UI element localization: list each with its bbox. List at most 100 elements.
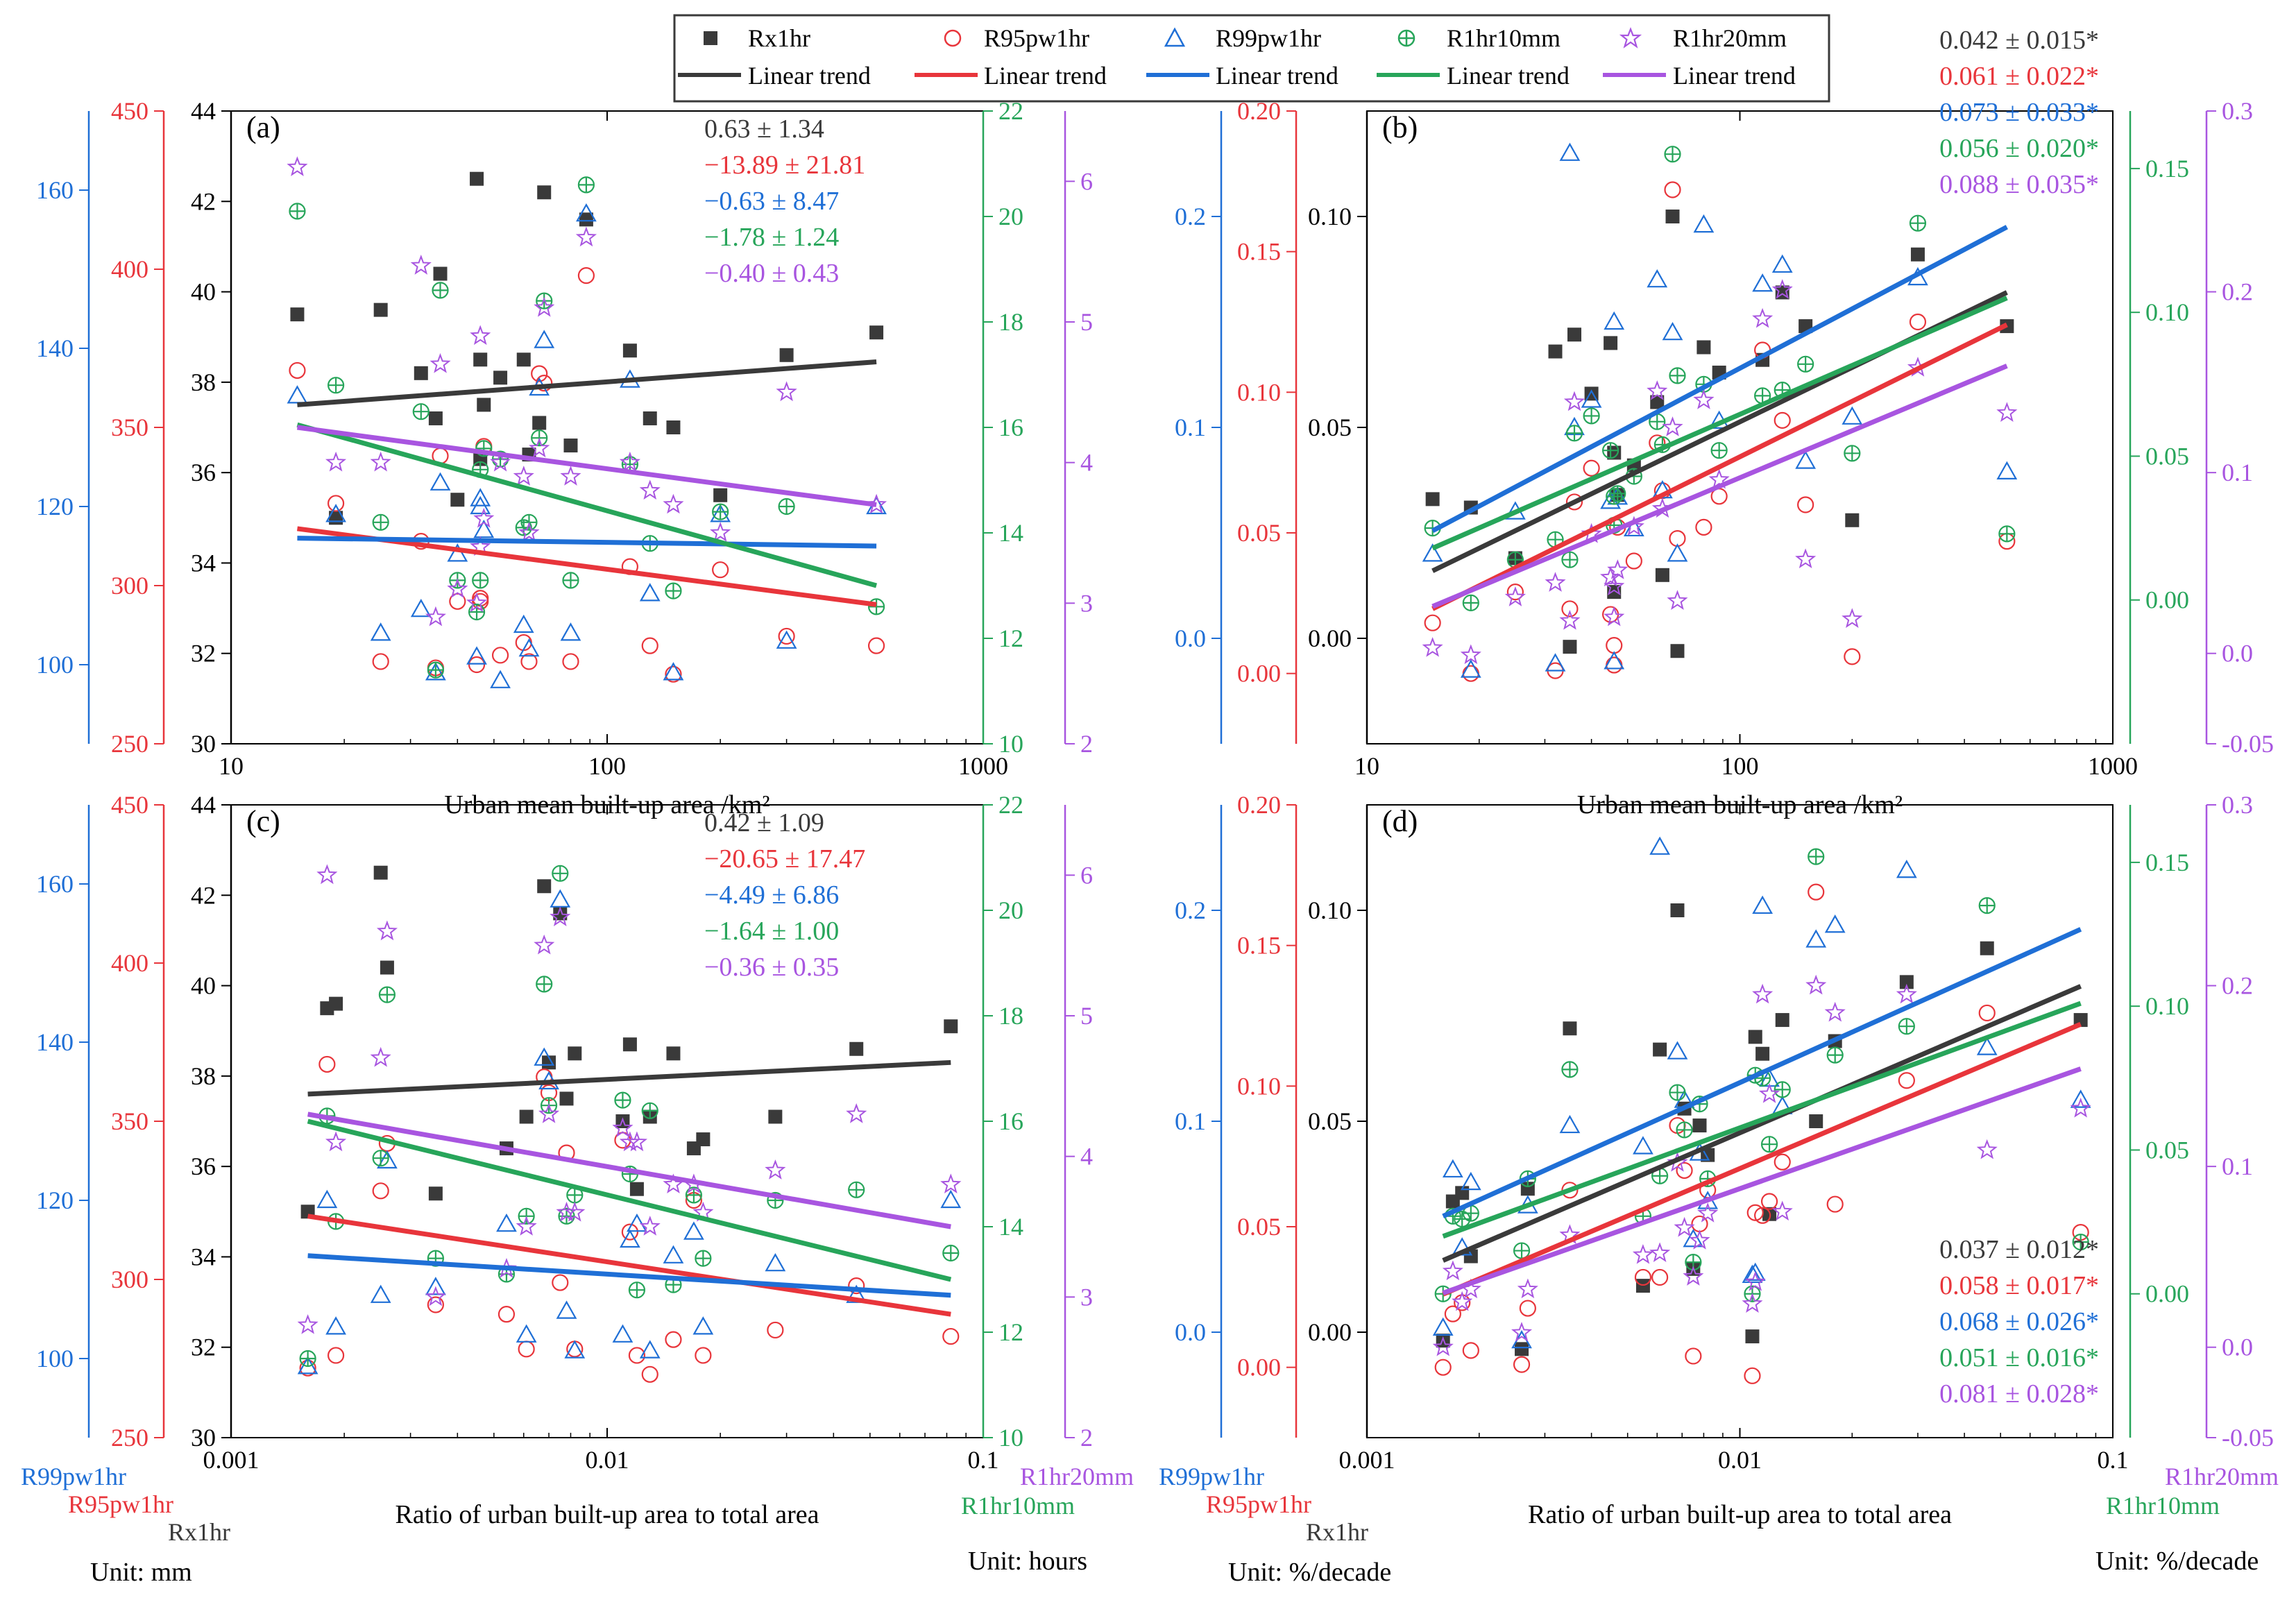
point-r99pw1hr [550, 889, 571, 908]
point-r1hr20mm [1683, 1266, 1704, 1286]
y-tick-label-rx1hr: 40 [191, 278, 216, 306]
point-r95pw1hr [1695, 518, 1712, 536]
point-rx1hr [1980, 941, 1994, 955]
point-r95pw1hr [318, 1055, 336, 1073]
stat-r95pw1hr: 0.061 ± 0.022* [1939, 62, 2099, 91]
point-r99pw1hr [447, 543, 468, 562]
point-r1hr20mm [1604, 606, 1625, 627]
stat-r1hr20mm: 0.081 ± 0.028* [1939, 1379, 2099, 1408]
y-tick-label-r1hr20mm: -0.05 [2222, 1424, 2274, 1452]
point-r1hr10mm [1602, 442, 1619, 459]
point-r95pw1hr [1760, 1193, 1778, 1210]
y-tick-label-r1hr10mm: 14 [998, 519, 1023, 547]
point-r99pw1hr [1795, 450, 1817, 469]
point-rx1hr [1845, 513, 1860, 527]
point-rx1hr [629, 1182, 644, 1196]
point-r95pw1hr [327, 1347, 345, 1364]
series-rx1hr [290, 171, 884, 525]
point-r99pw1hr [1460, 659, 1481, 678]
point-r1hr10mm [1710, 442, 1728, 459]
trend-line-r99pw1hr [297, 536, 877, 549]
stat-r1hr20mm: −0.40 ± 0.43 [704, 259, 839, 288]
point-rx1hr [944, 1019, 958, 1034]
point-rx1hr [433, 266, 448, 281]
y-tick-label-r1hr10mm: 10 [998, 730, 1023, 758]
point-r1hr10mm [299, 1350, 316, 1368]
axis-title-r95pw1hr: R95pw1hr [1206, 1490, 1311, 1518]
series-r1hr10mm [289, 176, 885, 679]
point-r99pw1hr [776, 630, 797, 649]
point-rx1hr [1650, 395, 1665, 409]
point-r1hr10mm [628, 1282, 646, 1299]
point-r95pw1hr [562, 653, 579, 670]
point-r99pw1hr [1683, 1229, 1704, 1248]
stat-r95pw1hr: 0.058 ± 0.017* [1939, 1271, 2099, 1300]
point-r1hr20mm [1759, 1083, 1780, 1103]
y-tick-label-rx1hr: 42 [191, 187, 216, 215]
point-r1hr20mm [466, 592, 488, 613]
trend-line-r1hr10mm [296, 422, 878, 588]
point-r99pw1hr [534, 1047, 555, 1066]
y-axis-r1hr10mm: 10 12 14 16 18 20 22 [982, 791, 1023, 1452]
point-r95pw1hr [1434, 1359, 1452, 1376]
point-r95pw1hr [531, 365, 548, 382]
legend-box [673, 14, 1830, 103]
point-r95pw1hr [712, 561, 729, 579]
point-r1hr20mm [1842, 608, 1863, 628]
y-tick-label-rx1hr: 0.10 [1308, 896, 1352, 924]
point-r95pw1hr [427, 1296, 444, 1313]
point-rx1hr [1665, 210, 1680, 223]
y-tick-label-r99pw1hr: 100 [36, 651, 74, 679]
y-tick-label-rx1hr: 30 [191, 1424, 216, 1452]
point-rx1hr [1899, 975, 1914, 989]
point-r1hr10mm [2072, 1234, 2089, 1251]
point-r99pw1hr [1647, 269, 1668, 288]
y-tick-label-r1hr10mm: 12 [998, 1318, 1023, 1346]
y-tick-label-r99pw1hr: 160 [36, 176, 74, 204]
point-rx1hr [450, 493, 465, 507]
point-rx1hr [559, 1091, 574, 1106]
point-r1hr20mm [425, 606, 446, 627]
y-tick-label-r1hr10mm: 22 [998, 97, 1023, 125]
x-axis-label: Ratio of urban built-up area to total ar… [396, 1500, 819, 1529]
x-tick-label: 10 [219, 752, 244, 780]
point-r1hr20mm [1697, 1202, 1719, 1223]
point-r99pw1hr [1976, 1037, 1998, 1055]
point-r1hr20mm [1460, 644, 1481, 665]
point-rx1hr [849, 1041, 864, 1056]
trend-line-r1hr20mm [296, 425, 877, 507]
legend-trend-label-r99pw1hr: Linear trend [1216, 62, 1338, 90]
point-r1hr10mm [378, 986, 396, 1003]
y-tick-label-r1hr10mm: 0.10 [2145, 992, 2189, 1020]
point-r1hr20mm [1422, 637, 1443, 657]
stat-r95pw1hr: −20.65 ± 17.47 [704, 844, 865, 874]
series-r1hr20mm [1432, 974, 2091, 1356]
stat-r99pw1hr: 0.073 ± 0.033* [1939, 98, 2099, 127]
x-axis-label: Ratio of urban built-up area to total ar… [1528, 1500, 1952, 1529]
point-r1hr20mm [1795, 548, 1817, 568]
point-r95pw1hr [1462, 665, 1479, 682]
point-r1hr10mm [577, 176, 595, 194]
point-r99pw1hr [1752, 273, 1774, 292]
point-r1hr20mm [325, 451, 347, 472]
y-axis-r99pw1hr: 100 120 140 160 [36, 111, 90, 744]
point-r1hr20mm [425, 1286, 446, 1307]
y-tick-label-r1hr20mm: 5 [1080, 1002, 1093, 1030]
point-rx1hr [290, 307, 305, 322]
point-rx1hr [643, 411, 657, 425]
point-r95pw1hr [867, 637, 885, 654]
y-axis-r1hr10mm: 10 12 14 16 18 20 22 [982, 97, 1023, 758]
y-tick-label-r1hr20mm: 0.2 [2222, 972, 2253, 1000]
point-r1hr20mm [473, 507, 495, 528]
point-r95pw1hr [641, 1365, 658, 1383]
point-r1hr20mm [1559, 609, 1581, 630]
y-tick-label-r95pw1hr: 450 [111, 97, 148, 125]
point-r95pw1hr [628, 1347, 646, 1364]
y-axis-r95pw1hr: 0.00 0.05 0.10 0.15 0.20 [1237, 97, 1298, 744]
point-r99pw1hr [1744, 1262, 1766, 1281]
y-tick-label-r1hr20mm: 6 [1080, 167, 1093, 195]
point-r95pw1hr [372, 1182, 389, 1200]
point-rx1hr [1635, 1279, 1650, 1293]
x-tick-label: 100 [588, 752, 626, 780]
